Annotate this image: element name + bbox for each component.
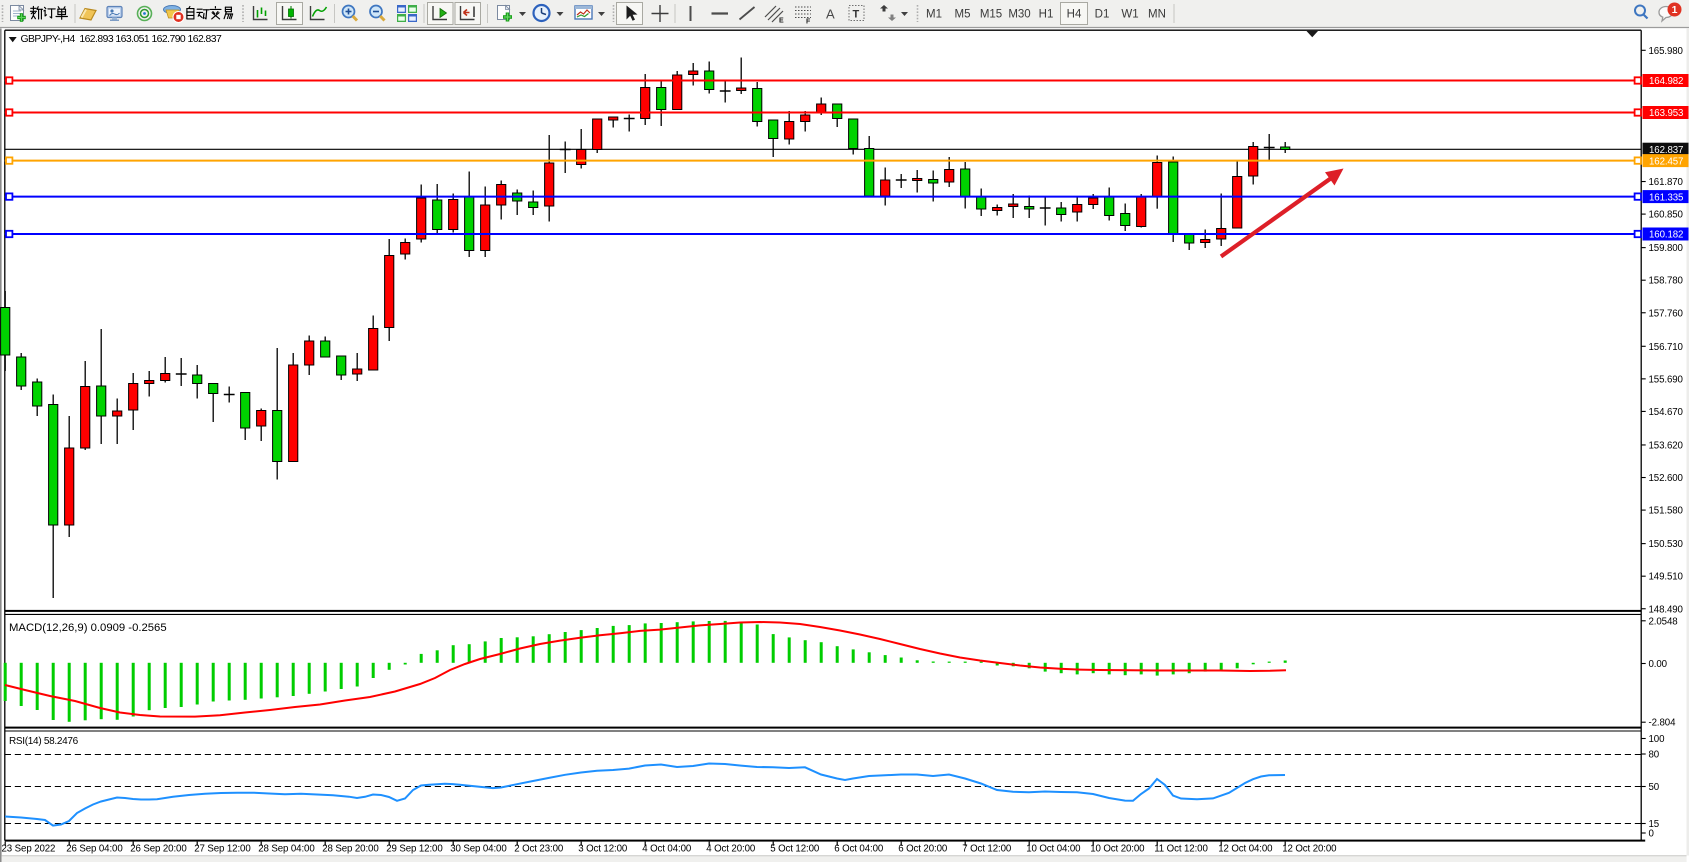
svg-text:162.457: 162.457 [1649, 156, 1683, 167]
svg-text:148.490: 148.490 [1649, 604, 1684, 615]
svg-text:MACD(12,26,9) 0.0909 -0.2565: MACD(12,26,9) 0.0909 -0.2565 [9, 622, 167, 634]
svg-text:149.510: 149.510 [1649, 572, 1684, 583]
svg-text:80: 80 [1649, 750, 1660, 761]
svg-text:T: T [853, 9, 860, 21]
svg-text:28 Sep 20:00: 28 Sep 20:00 [322, 844, 379, 855]
svg-text:153.620: 153.620 [1649, 440, 1684, 451]
svg-text:5 Oct 12:00: 5 Oct 12:00 [770, 844, 820, 855]
svg-text:157.760: 157.760 [1649, 308, 1684, 319]
svg-text:10 Oct 04:00: 10 Oct 04:00 [1026, 844, 1081, 855]
svg-text:6 Oct 04:00: 6 Oct 04:00 [834, 844, 884, 855]
svg-text:E: E [779, 18, 784, 25]
svg-text:26 Sep 20:00: 26 Sep 20:00 [130, 844, 187, 855]
svg-text:F: F [806, 19, 811, 26]
svg-text:0.00: 0.00 [1649, 659, 1668, 670]
svg-text:H1: H1 [1039, 9, 1054, 21]
svg-text:23 Sep 2022: 23 Sep 2022 [2, 844, 56, 855]
svg-text:6 Oct 20:00: 6 Oct 20:00 [898, 844, 948, 855]
svg-text:10 Oct 20:00: 10 Oct 20:00 [1090, 844, 1145, 855]
svg-text:156.710: 156.710 [1649, 342, 1684, 353]
svg-text:2 Oct 23:00: 2 Oct 23:00 [514, 844, 564, 855]
svg-text:159.800: 159.800 [1649, 243, 1684, 254]
svg-text:0: 0 [1649, 829, 1655, 840]
svg-text:150.530: 150.530 [1649, 539, 1684, 550]
svg-text:3 Oct 12:00: 3 Oct 12:00 [578, 844, 628, 855]
svg-text:4 Oct 04:00: 4 Oct 04:00 [642, 844, 692, 855]
svg-text:161.870: 161.870 [1649, 177, 1684, 188]
svg-text:50: 50 [1649, 782, 1660, 793]
svg-text:GBPJPY-,H4 162.893 163.051 16: GBPJPY-,H4 162.893 163.051 162.790 162.8… [21, 34, 222, 45]
svg-text:12 Oct 20:00: 12 Oct 20:00 [1282, 844, 1337, 855]
svg-text:27 Sep 12:00: 27 Sep 12:00 [194, 844, 251, 855]
svg-text:MN: MN [1148, 9, 1166, 21]
svg-text:158.780: 158.780 [1649, 276, 1684, 287]
svg-text:154.670: 154.670 [1649, 407, 1684, 418]
svg-text:29 Sep 12:00: 29 Sep 12:00 [386, 844, 443, 855]
svg-text:15: 15 [1649, 819, 1660, 830]
svg-text:1: 1 [1672, 4, 1678, 16]
svg-text:11 Oct 12:00: 11 Oct 12:00 [1154, 844, 1208, 855]
svg-text:-2.804: -2.804 [1649, 718, 1677, 729]
svg-text:28 Sep 04:00: 28 Sep 04:00 [258, 844, 315, 855]
svg-text:165.980: 165.980 [1649, 46, 1684, 57]
svg-text:W1: W1 [1121, 9, 1138, 21]
svg-text:7 Oct 12:00: 7 Oct 12:00 [962, 844, 1012, 855]
svg-text:163.953: 163.953 [1649, 108, 1683, 119]
svg-text:155.690: 155.690 [1649, 374, 1684, 385]
svg-text:M30: M30 [1008, 9, 1030, 21]
svg-text:164.982: 164.982 [1649, 76, 1683, 87]
svg-text:M5: M5 [955, 9, 971, 21]
svg-text:H4: H4 [1067, 9, 1082, 21]
svg-text:M1: M1 [926, 9, 942, 21]
svg-text:2.0548: 2.0548 [1649, 616, 1678, 627]
svg-text:RSI(14) 58.2476: RSI(14) 58.2476 [9, 736, 79, 747]
svg-text:151.580: 151.580 [1649, 506, 1684, 517]
svg-text:12 Oct 04:00: 12 Oct 04:00 [1218, 844, 1273, 855]
svg-text:160.850: 160.850 [1649, 210, 1684, 221]
svg-text:D1: D1 [1095, 9, 1110, 21]
svg-text:100: 100 [1649, 734, 1666, 745]
svg-text:162.837: 162.837 [1649, 145, 1683, 156]
svg-text:152.600: 152.600 [1649, 473, 1684, 484]
svg-text:160.182: 160.182 [1649, 230, 1683, 241]
svg-text:4 Oct 20:00: 4 Oct 20:00 [706, 844, 756, 855]
svg-text:26 Sep 04:00: 26 Sep 04:00 [66, 844, 123, 855]
svg-text:A: A [826, 7, 835, 22]
svg-text:30 Sep 04:00: 30 Sep 04:00 [450, 844, 507, 855]
svg-text:161.335: 161.335 [1649, 192, 1683, 203]
svg-text:M15: M15 [980, 9, 1002, 21]
